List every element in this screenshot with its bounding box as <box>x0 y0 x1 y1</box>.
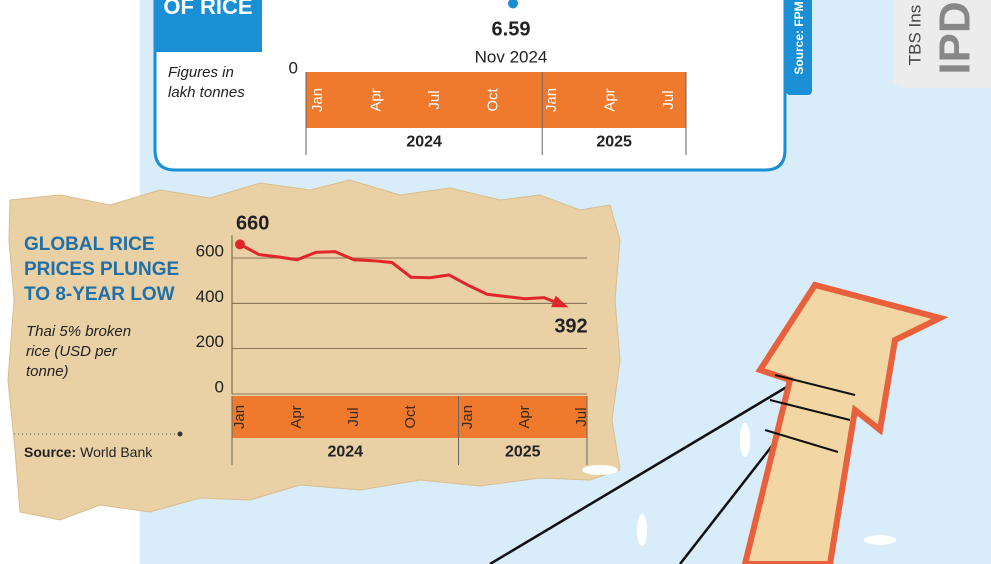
side-source-bar <box>786 0 812 95</box>
year-label: 2025 <box>596 134 632 151</box>
year-label: 2024 <box>327 444 363 461</box>
rice-grain <box>637 514 647 546</box>
x-tick-label: Jan <box>231 405 248 429</box>
year-label: 2024 <box>406 134 442 151</box>
string <box>489 383 791 564</box>
chart-subtitle: tonne) <box>26 363 69 380</box>
value-label: 660 <box>236 213 269 235</box>
x-tick-label: Jul <box>426 90 443 109</box>
logo-text: TBS Ins <box>905 5 924 65</box>
source-label: Source: <box>24 444 76 460</box>
point <box>235 239 245 250</box>
y-tick-label: 400 <box>196 287 224 306</box>
divider-dot <box>177 431 183 437</box>
y-tick-label: 200 <box>196 332 224 351</box>
chart-title: TO 8-YEAR LOW <box>24 284 175 305</box>
y-tick-label: 0 <box>289 58 298 77</box>
value-label: 6.59 <box>492 18 531 40</box>
annotation: Nov 2024 <box>475 47 548 66</box>
x-tick-label: Jul <box>345 407 362 426</box>
x-tick-label: Jul <box>660 90 677 109</box>
y-tick-label: 0 <box>215 377 224 396</box>
string <box>769 399 851 421</box>
chart-subtitle: Thai 5% broken <box>26 323 131 340</box>
source: Source: World Bank <box>24 444 153 460</box>
chart: 2024 2025 Jan Apr Jul Oct Jan Apr Jul 0 200 400 600 G… <box>24 213 590 465</box>
y-tick-label: 600 <box>196 241 224 260</box>
source-text: World Bank <box>80 444 153 460</box>
x-tick-label: Jan <box>543 88 560 112</box>
x-tick-label: Apr <box>288 405 305 428</box>
string <box>774 374 856 396</box>
arrow-head <box>551 295 569 308</box>
chart: 2024 2025 Jan Apr Jul Oct Jan Apr Jul 0 OF RICE Fig… <box>163 0 687 155</box>
x-tick-label: Jul <box>573 407 590 426</box>
string <box>764 429 839 453</box>
logo-mark: IPD <box>931 1 980 74</box>
rice-grain <box>864 535 896 545</box>
chart-title: PRICES PLUNGE <box>24 259 179 280</box>
logo-box <box>893 0 991 88</box>
rice-arrow <box>489 281 949 564</box>
chart-title: OF RICE <box>163 0 252 19</box>
chart-title: GLOBAL RICE <box>24 234 155 255</box>
rice-grain <box>740 423 750 457</box>
chart-subtitle: rice (USD per <box>26 343 118 360</box>
note: lakh tonnes <box>168 84 245 101</box>
x-tick-label: Apr <box>516 405 533 428</box>
x-tick-label: Oct <box>402 405 419 429</box>
x-tick-label: Apr <box>367 88 384 111</box>
value-label: 392 <box>554 315 587 337</box>
x-tick-label: Oct <box>484 88 501 112</box>
price-line <box>239 243 564 307</box>
side-source: Source: FPM <box>792 1 806 74</box>
x-tick-label: Jan <box>309 88 326 112</box>
rice-grain <box>582 465 618 475</box>
top-title-box <box>155 0 262 52</box>
year-label: 2025 <box>505 444 541 461</box>
note: Figures in <box>168 64 234 81</box>
x-tick-label: Jan <box>459 405 476 429</box>
x-axis-band <box>306 72 686 128</box>
x-axis-band <box>232 396 587 438</box>
point <box>508 0 518 9</box>
x-tick-label: Apr <box>601 88 618 111</box>
